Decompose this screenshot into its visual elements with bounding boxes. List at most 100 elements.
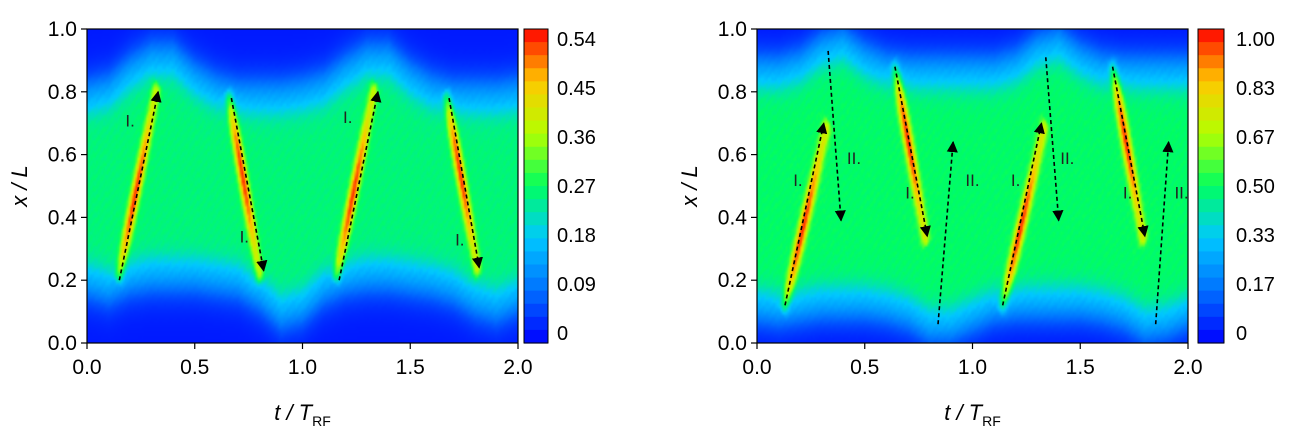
y-tick-label: 0.2 <box>718 269 747 292</box>
y-tick-label: 0.0 <box>48 332 77 355</box>
colorbar-segment <box>1198 316 1224 331</box>
colorbar-segment <box>524 133 548 148</box>
colorbar-segment <box>1198 212 1224 226</box>
colorbar-segment <box>524 107 548 122</box>
colorbar-segment <box>1198 264 1224 279</box>
colorbar-segment <box>1198 251 1224 266</box>
colorbar-tick-label: 0.09 <box>557 274 596 296</box>
colorbar-segment <box>1198 277 1224 292</box>
x-tick-label: 0.5 <box>180 356 209 379</box>
colorbar-segment <box>1198 199 1224 213</box>
colorbar-segment <box>524 55 548 69</box>
trajectory-arrow <box>1001 122 1045 306</box>
annotation-label: I. <box>1123 184 1132 203</box>
annotation-label: I. <box>793 171 802 190</box>
annotation-label: I. <box>455 231 464 250</box>
colorbar-tick-label: 0.17 <box>1236 274 1275 296</box>
colorbar-segment <box>1198 186 1224 200</box>
colorbar-tick-label: 0.36 <box>557 127 596 149</box>
trajectory-arrow <box>230 97 268 272</box>
heatmap-panel-1: 0.0 0.5 1.0 1.5 2.0 0.0 0.2 0.4 0.6 0.8 1.0 t / TRF… <box>7 18 596 429</box>
y-tick-label: 0.4 <box>48 206 78 229</box>
colorbar-segment <box>1198 329 1224 344</box>
annotation-label: I. <box>1011 171 1020 190</box>
colorbar-segment <box>1198 55 1224 69</box>
annotation-label: II. <box>847 149 861 168</box>
colorbar-segment <box>1198 290 1224 305</box>
colorbar-segment <box>1198 133 1224 148</box>
y-tick-label: 0.6 <box>718 144 747 167</box>
colorbar-segment <box>524 29 548 43</box>
colorbar-segment <box>1198 29 1224 43</box>
colorbar-segment <box>524 238 548 253</box>
x-tick-label: 1.0 <box>958 356 987 379</box>
colorbar-segment <box>524 186 548 200</box>
annotation-label: II. <box>965 171 979 190</box>
colorbar-tick-label: 0.27 <box>557 176 596 198</box>
x-tick-label: 2.0 <box>503 356 532 379</box>
colorbar-segment <box>1198 68 1224 82</box>
colorbar-segment <box>1198 107 1224 122</box>
trajectory-arrow <box>1044 57 1064 222</box>
colorbar-segment <box>524 303 548 318</box>
y-tick-label: 1.0 <box>48 18 77 41</box>
x-tick-label: 0.0 <box>742 356 771 379</box>
colorbar-segment <box>1198 238 1224 253</box>
y-tick-label: 0.2 <box>48 269 77 292</box>
trajectory-arrow <box>1111 66 1149 238</box>
x-tick-label: 0.0 <box>72 356 101 379</box>
colorbar-segment <box>524 81 548 96</box>
y-tick-label: 0.4 <box>718 206 748 229</box>
colorbar-segment <box>1198 225 1224 239</box>
y-tick-label: 0.6 <box>48 144 77 167</box>
colorbar-frame <box>1197 28 1225 344</box>
colorbar-segment <box>524 42 548 56</box>
colorbar-tick-label: 0.83 <box>1236 78 1275 100</box>
colorbar-segment <box>1198 120 1224 135</box>
trajectory-arrow <box>784 122 828 306</box>
heatmap-panel-2: 0.0 0.5 1.0 1.5 2.0 0.0 0.2 0.4 0.6 0.8 1.0 t / TRF… <box>677 18 1275 429</box>
x-tick-label: 0.5 <box>850 356 879 379</box>
y-tick-label: 0.8 <box>48 81 77 104</box>
colorbar-segment <box>524 225 548 239</box>
colorbar-segment <box>1198 172 1224 187</box>
colorbar-tick-label: 0.18 <box>557 225 596 247</box>
annotation-label: II. <box>1174 184 1188 203</box>
heatmap-image <box>87 29 518 343</box>
colorbar-tick-label: 0 <box>557 323 568 345</box>
colorbar-segment <box>1198 303 1224 318</box>
annotation-label: I. <box>343 108 352 127</box>
colorbar-segment <box>524 94 548 109</box>
x-tick-label: 2.0 <box>1173 356 1202 379</box>
colorbar-segment <box>1198 42 1224 56</box>
colorbar-segment <box>524 146 548 161</box>
x-tick-label: 1.0 <box>288 356 317 379</box>
annotation-label: I. <box>905 184 914 203</box>
colorbar-segment <box>524 212 548 226</box>
colorbar: 1.00 0.83 0.67 0.50 0.33 0.17 0 <box>1197 28 1275 345</box>
colorbar-segment <box>524 264 548 279</box>
colorbar-tick-label: 0.67 <box>1236 127 1275 149</box>
colorbar-segment <box>524 277 548 292</box>
annotation-label: I. <box>125 111 134 130</box>
trajectory-arrow <box>894 66 931 238</box>
y-tick-label: 0.0 <box>718 332 747 355</box>
x-tick-label: 1.5 <box>1066 356 1095 379</box>
colorbar-segment <box>1198 146 1224 161</box>
colorbar-tick-label: 0.33 <box>1236 225 1275 247</box>
y-axis-title: x / L <box>7 165 32 208</box>
colorbar-tick-label: 0.54 <box>557 29 596 51</box>
trajectory-arrow <box>448 97 483 269</box>
colorbar-segment <box>524 290 548 305</box>
y-axis-title: x / L <box>677 165 702 208</box>
annotation-label: II. <box>1060 149 1074 168</box>
y-tick-label: 0.8 <box>718 81 747 104</box>
x-tick-label: 1.5 <box>396 356 425 379</box>
colorbar-segment <box>524 172 548 187</box>
x-axis-title: t / TRF <box>944 400 1001 429</box>
trajectory-arrow <box>1154 140 1174 325</box>
colorbar-segment <box>524 329 548 344</box>
colorbar-segment <box>524 68 548 82</box>
trajectory-arrow <box>937 140 958 325</box>
